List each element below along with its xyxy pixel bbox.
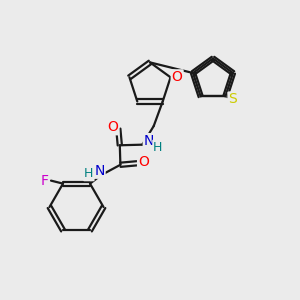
- Text: N: N: [144, 134, 154, 148]
- Text: O: O: [107, 120, 118, 134]
- Text: N: N: [94, 164, 105, 178]
- Text: S: S: [229, 92, 237, 106]
- Text: H: H: [153, 141, 163, 154]
- Text: O: O: [172, 70, 183, 84]
- Text: O: O: [138, 155, 149, 169]
- Text: F: F: [40, 174, 48, 188]
- Text: H: H: [84, 167, 94, 180]
